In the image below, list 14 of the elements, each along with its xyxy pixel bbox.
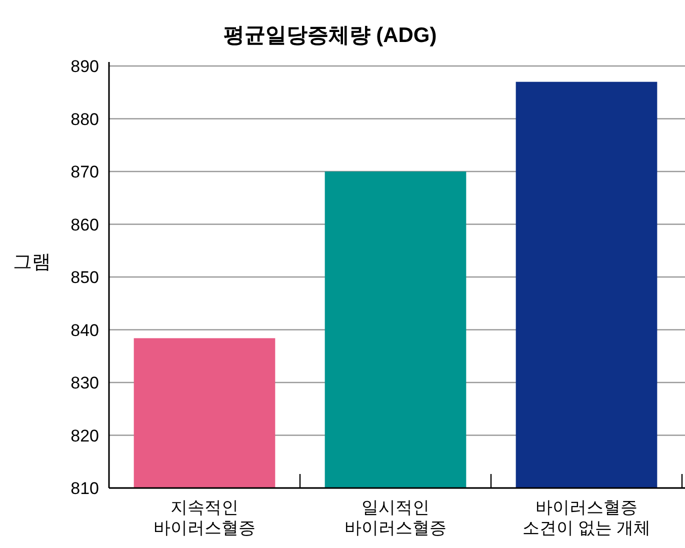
y-tick-label: 860 xyxy=(70,215,99,234)
y-tick-label: 820 xyxy=(70,426,99,446)
chart-title: 평균일당증체량 (ADG) xyxy=(223,24,437,47)
x-tick-label: 지속적인 바이러스혈증 xyxy=(154,498,256,538)
x-tick-label: 일시적인 바이러스혈증 xyxy=(344,498,446,538)
y-tick-label: 890 xyxy=(70,57,99,76)
y-tick-label: 850 xyxy=(70,268,99,287)
x-tick-label: 바이러스혈증 소견이 없는 개체 xyxy=(522,498,651,538)
y-tick-label: 870 xyxy=(70,162,99,182)
y-tick-label: 880 xyxy=(70,110,99,129)
y-tick-label: 830 xyxy=(70,374,99,392)
y-tick-label: 840 xyxy=(70,320,99,340)
y-tick-label: 810 xyxy=(70,479,99,498)
y-axis-title: 그램 xyxy=(13,252,51,273)
